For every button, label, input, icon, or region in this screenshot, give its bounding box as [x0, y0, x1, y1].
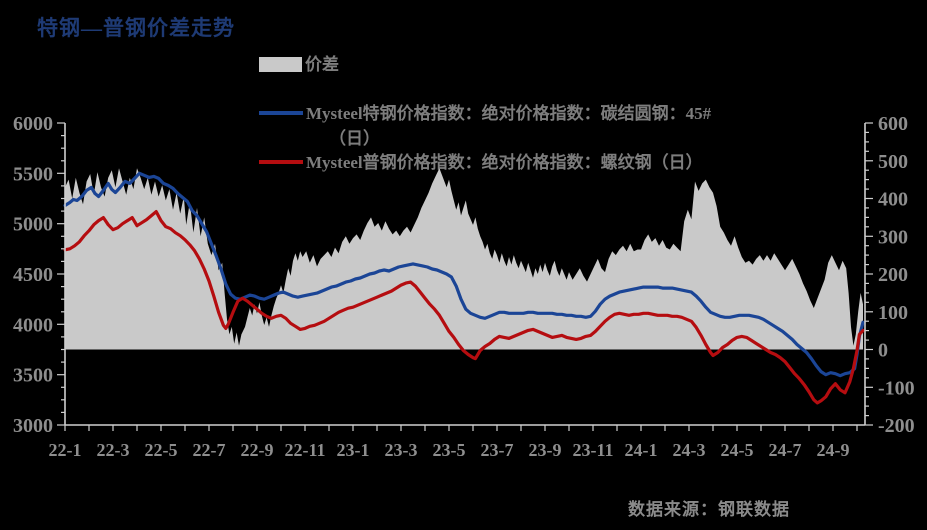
legend-label-ordinary-steel: Mysteel普钢价格指数：绝对价格指数：螺纹钢（日）	[306, 153, 703, 172]
legend-item-ordinary-steel: Mysteel普钢价格指数：绝对价格指数：螺纹钢（日）	[259, 150, 703, 175]
x-axis-tick-label: 22-7	[193, 440, 226, 460]
spread-area	[65, 168, 863, 350]
data-source: 数据来源：钢联数据	[628, 500, 790, 519]
legend-swatch-spread-area	[259, 57, 302, 72]
left-axis-tick-label: 5000	[13, 214, 53, 236]
x-axis-tick-label: 23-3	[385, 440, 418, 460]
legend-item-special-steel: Mysteel特钢价格指数：绝对价格指数：碳结圆钢：45# （日）	[259, 101, 711, 151]
right-axis-tick-label: 100	[878, 302, 908, 324]
x-axis-tick-label: 23-5	[433, 440, 466, 460]
x-axis-tick-label: 24-7	[769, 440, 802, 460]
x-axis-tick-label: 22-5	[145, 440, 178, 460]
x-axis-tick-label: 24-9	[817, 440, 850, 460]
right-axis-tick-label: -100	[878, 377, 915, 399]
right-axis-tick-label: 500	[878, 151, 908, 173]
x-axis-tick-label: 23-7	[481, 440, 514, 460]
left-axis-tick-label: 5500	[13, 163, 53, 185]
left-axis-tick-label: 3000	[13, 415, 53, 437]
left-axis-tick-label: 4500	[13, 264, 53, 286]
right-axis-tick-label: 200	[878, 264, 908, 286]
x-axis-tick-label: 23-9	[529, 440, 562, 460]
page-title: 特钢—普钢价差走势	[37, 16, 235, 40]
right-axis-tick-label: 400	[878, 189, 908, 211]
x-axis-tick-label: 22-11	[284, 440, 325, 460]
legend-label-special-steel-line2: （日）	[329, 129, 380, 148]
x-axis-tick-label: 24-3	[673, 440, 706, 460]
legend-label-special-steel-line1: Mysteel特钢价格指数：绝对价格指数：碳结圆钢：45#	[306, 104, 712, 123]
x-axis-tick-label: 23-11	[572, 440, 613, 460]
legend-label-spread: 价差	[305, 55, 339, 74]
left-axis-tick-label: 3500	[13, 365, 53, 387]
left-axis-tick-label: 6000	[13, 113, 53, 135]
legend-swatch-special-steel-line	[259, 111, 303, 115]
x-axis-tick-label: 24-1	[625, 440, 658, 460]
x-axis-tick-label: 23-1	[337, 440, 370, 460]
right-axis-tick-label: 600	[878, 113, 908, 135]
x-axis-tick-label: 22-1	[49, 440, 82, 460]
x-axis-tick-label: 22-3	[97, 440, 130, 460]
special-steel-line	[63, 171, 865, 378]
legend-label-special-steel: Mysteel特钢价格指数：绝对价格指数：碳结圆钢：45# （日）	[306, 101, 711, 151]
x-axis-tick-label: 22-9	[241, 440, 274, 460]
left-axis-tick-label: 4000	[13, 314, 53, 336]
right-axis-tick-label: 300	[878, 226, 908, 248]
x-axis-tick-label: 24-5	[721, 440, 754, 460]
right-axis-tick-label: 0	[878, 340, 888, 362]
ordinary-steel-line	[63, 210, 865, 405]
legend-swatch-ordinary-steel-line	[259, 160, 303, 164]
right-axis-tick-label: -200	[878, 415, 915, 437]
legend-item-spread: 价差	[259, 55, 339, 74]
